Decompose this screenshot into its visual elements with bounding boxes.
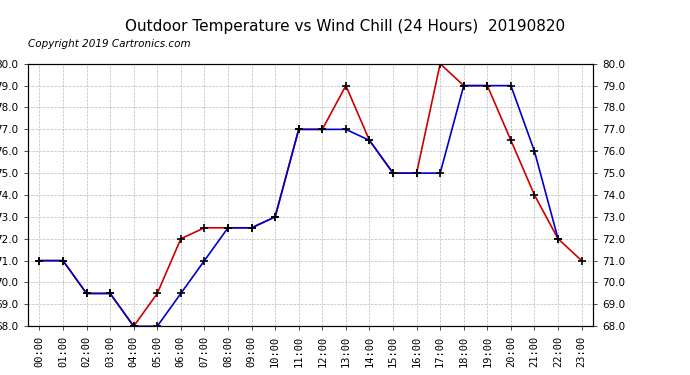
Text: Wind Chill  (°F): Wind Chill (°F): [411, 33, 505, 43]
Text: Outdoor Temperature vs Wind Chill (24 Hours)  20190820: Outdoor Temperature vs Wind Chill (24 Ho…: [125, 19, 565, 34]
Text: Temperature  (°F): Temperature (°F): [501, 33, 601, 43]
Text: Copyright 2019 Cartronics.com: Copyright 2019 Cartronics.com: [28, 39, 190, 50]
